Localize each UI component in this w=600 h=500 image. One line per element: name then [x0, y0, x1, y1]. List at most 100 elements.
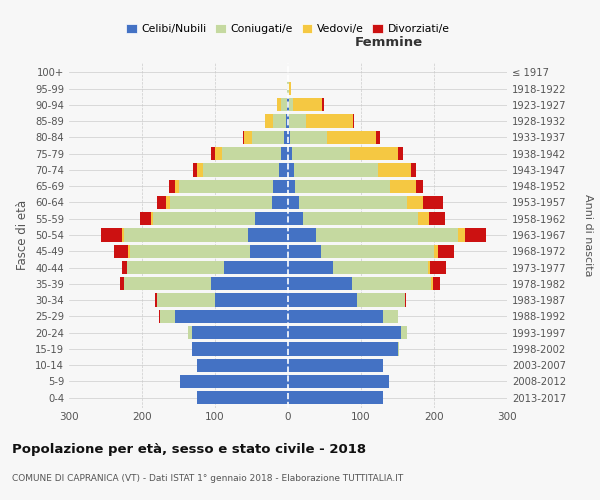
Bar — [383, 310, 398, 323]
Bar — [288, 375, 389, 388]
Bar — [128, 244, 130, 258]
Bar — [287, 98, 288, 112]
Bar — [289, 114, 305, 128]
Bar — [130, 244, 250, 258]
Bar — [398, 147, 403, 160]
Bar — [272, 196, 288, 209]
Bar — [157, 294, 215, 307]
Bar — [120, 277, 124, 290]
Bar — [428, 261, 430, 274]
Bar — [434, 244, 437, 258]
Bar — [288, 244, 321, 258]
Bar — [292, 147, 350, 160]
Bar — [288, 82, 289, 95]
Bar — [215, 147, 223, 160]
Bar — [277, 98, 281, 112]
Bar — [124, 277, 211, 290]
Bar — [153, 212, 255, 226]
Bar — [151, 212, 153, 226]
Bar — [197, 391, 288, 404]
Bar — [157, 196, 166, 209]
Bar — [188, 326, 191, 340]
Bar — [211, 147, 215, 160]
Bar — [222, 147, 281, 160]
Bar — [250, 244, 288, 258]
Bar — [416, 180, 423, 193]
Bar — [295, 180, 390, 193]
Bar — [193, 163, 197, 176]
Bar — [286, 114, 288, 128]
Bar — [288, 310, 383, 323]
Bar — [288, 294, 358, 307]
Bar — [289, 82, 291, 95]
Bar — [211, 277, 288, 290]
Bar — [333, 261, 428, 274]
Text: Femmine: Femmine — [355, 36, 423, 49]
Bar — [122, 261, 127, 274]
Bar — [288, 228, 316, 241]
Bar — [289, 98, 293, 112]
Bar — [321, 244, 434, 258]
Bar — [284, 130, 288, 144]
Bar — [302, 212, 418, 226]
Bar — [281, 98, 287, 112]
Bar — [398, 342, 399, 355]
Bar — [124, 228, 248, 241]
Bar — [224, 261, 288, 274]
Bar — [279, 163, 288, 176]
Bar — [180, 375, 288, 388]
Bar — [288, 130, 290, 144]
Bar — [191, 326, 288, 340]
Bar — [215, 294, 288, 307]
Legend: Celibi/Nubili, Coniugati/e, Vedovi/e, Divorziati/e: Celibi/Nubili, Coniugati/e, Vedovi/e, Di… — [122, 20, 454, 38]
Bar — [288, 358, 383, 372]
Bar — [272, 114, 286, 128]
Bar — [287, 82, 288, 95]
Bar — [191, 342, 288, 355]
Bar — [248, 228, 288, 241]
Bar — [376, 130, 380, 144]
Bar — [288, 147, 292, 160]
Bar — [423, 196, 443, 209]
Bar — [127, 261, 224, 274]
Y-axis label: Fasce di età: Fasce di età — [16, 200, 29, 270]
Bar — [170, 196, 272, 209]
Bar — [155, 294, 157, 307]
Bar — [122, 228, 124, 241]
Bar — [175, 180, 179, 193]
Bar — [437, 244, 454, 258]
Bar — [113, 244, 128, 258]
Bar — [288, 98, 289, 112]
Bar — [159, 310, 160, 323]
Bar — [288, 196, 299, 209]
Bar — [458, 228, 466, 241]
Bar — [251, 130, 284, 144]
Bar — [288, 326, 401, 340]
Bar — [265, 114, 272, 128]
Bar — [288, 261, 333, 274]
Bar — [407, 196, 423, 209]
Bar — [243, 130, 244, 144]
Bar — [179, 180, 274, 193]
Bar — [294, 163, 378, 176]
Bar — [430, 261, 446, 274]
Bar — [429, 212, 445, 226]
Bar — [169, 180, 175, 193]
Bar — [255, 212, 288, 226]
Bar — [401, 326, 407, 340]
Bar — [160, 310, 175, 323]
Bar — [288, 114, 289, 128]
Bar — [433, 277, 440, 290]
Bar — [101, 228, 122, 241]
Bar — [353, 114, 355, 128]
Bar — [175, 310, 288, 323]
Bar — [288, 277, 352, 290]
Bar — [197, 163, 203, 176]
Bar — [410, 163, 416, 176]
Bar — [290, 130, 326, 144]
Bar — [431, 277, 433, 290]
Bar — [358, 294, 405, 307]
Bar — [390, 180, 416, 193]
Bar — [305, 114, 353, 128]
Bar — [281, 147, 288, 160]
